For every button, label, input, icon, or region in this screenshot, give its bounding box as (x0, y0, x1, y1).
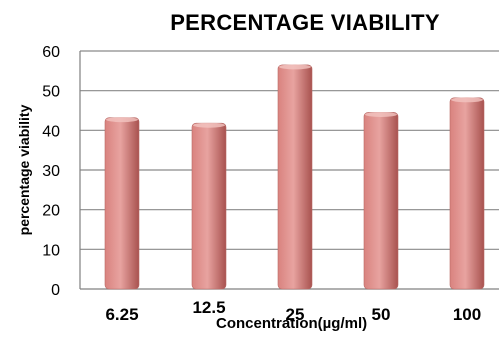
y-tick-label: 10 (42, 242, 60, 259)
bar-12.5 (191, 122, 227, 290)
bar-25 (277, 64, 313, 290)
y-tick-label: 50 (42, 84, 60, 101)
x-tick-label: 12.5 (192, 298, 225, 317)
bar-cap (365, 111, 397, 117)
bar-6.25 (104, 117, 140, 290)
chart-title: PERCENTAGE VIABILITY (170, 10, 440, 35)
bar-cap (106, 117, 138, 123)
y-tick-label: 0 (51, 282, 60, 299)
bar-100 (449, 97, 485, 290)
y-tick-label: 30 (42, 163, 60, 180)
x-tick-label: 25 (286, 305, 305, 324)
bar-cap (451, 97, 483, 103)
x-tick-label: 100 (453, 305, 481, 324)
y-tick-label: 60 (42, 44, 60, 61)
bar-cap (279, 64, 311, 70)
x-tick-label: 50 (372, 305, 391, 324)
y-tick-label: 40 (42, 123, 60, 140)
x-tick-label: 6.25 (105, 305, 138, 324)
bar-50 (363, 112, 399, 290)
x-axis-label: Concentration(µg/ml) (216, 315, 368, 332)
y-tick-label: 20 (42, 203, 60, 220)
bar-cap (193, 122, 225, 128)
